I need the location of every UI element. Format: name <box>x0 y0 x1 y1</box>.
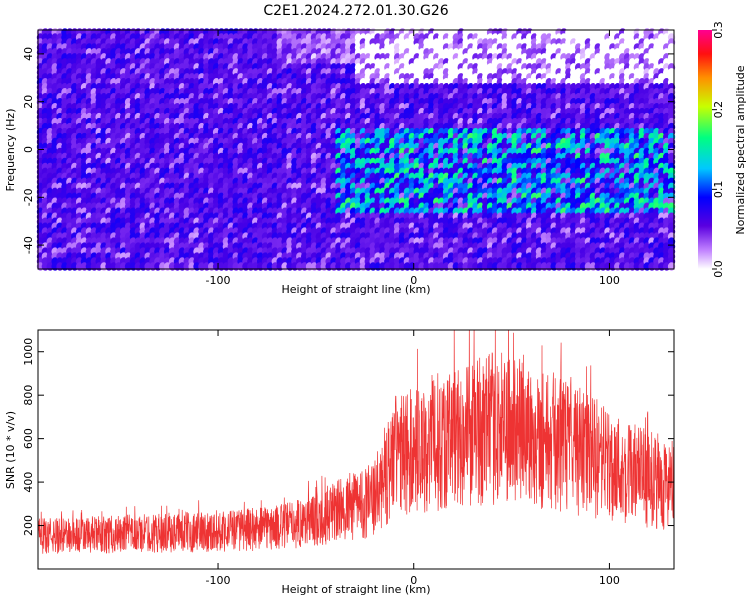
heatmap-cells <box>36 28 676 271</box>
figure-title: C2E1.2024.272.01.30.G26 <box>263 3 448 19</box>
